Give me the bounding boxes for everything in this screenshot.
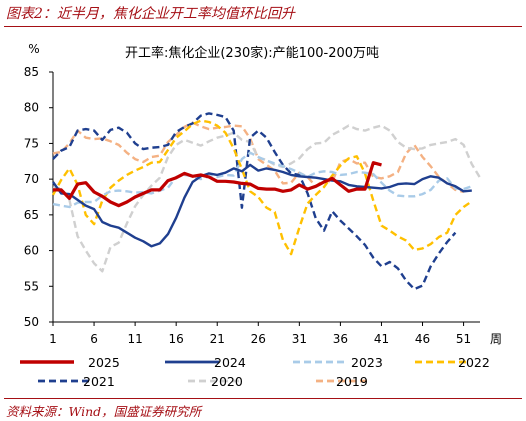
series-line-2021: [52, 112, 457, 291]
y-tick-label: 80: [24, 101, 39, 115]
x-tick-label: 1: [49, 332, 57, 346]
series-line-2023: [52, 151, 473, 209]
bottom-rule: [4, 398, 522, 399]
y-tick-label: 85: [24, 65, 39, 79]
chart-title: 开工率:焦化企业(230家):产能100-200万吨: [125, 45, 379, 61]
series-line-2019: [52, 121, 464, 194]
x-tick-label: 16: [169, 332, 184, 346]
series-line-2025: [53, 161, 382, 208]
top-rule: [4, 26, 522, 27]
y-tick-label: 55: [24, 279, 39, 293]
x-tick-label: 41: [374, 332, 389, 346]
series-layer: [51, 112, 482, 291]
y-tick-label: 75: [24, 136, 39, 150]
x-tick-label: 11: [127, 332, 142, 346]
legend-label-2024: 2024: [214, 355, 246, 370]
legend: 2025 2024 2023 2022 2021 2020 2019: [20, 355, 490, 389]
series-line-2024: [52, 163, 472, 248]
legend-label-2020: 2020: [211, 374, 243, 389]
series-line-2022: [51, 119, 473, 256]
y-tick-label: 50: [24, 315, 39, 329]
legend-label-2019: 2019: [336, 374, 368, 389]
y-tick-label: 60: [24, 244, 39, 258]
y-tick-label: 65: [24, 208, 39, 222]
legend-label-2022: 2022: [458, 355, 490, 370]
x-tick-label: 21: [210, 332, 225, 346]
x-tick-label: 31: [292, 332, 307, 346]
legend-label-2021: 2021: [83, 374, 115, 389]
x-tick-label: 46: [415, 332, 430, 346]
y-axis-unit: %: [28, 42, 39, 56]
x-tick-label: 6: [90, 332, 98, 346]
legend-label-2023: 2023: [351, 355, 383, 370]
series-line-2020: [52, 124, 482, 273]
y-tick-label: 70: [24, 172, 39, 186]
x-axis-unit: 周: [490, 332, 502, 346]
x-tick-label: 26: [251, 332, 266, 346]
legend-label-2025: 2025: [88, 355, 120, 370]
source-note: 资料来源：Wind，国盛证券研究所: [6, 404, 202, 419]
x-tick-label: 51: [456, 332, 471, 346]
figure-title: 图表2：近半月，焦化企业开工率均值环比回升: [6, 6, 295, 22]
x-tick-label: 36: [333, 332, 348, 346]
